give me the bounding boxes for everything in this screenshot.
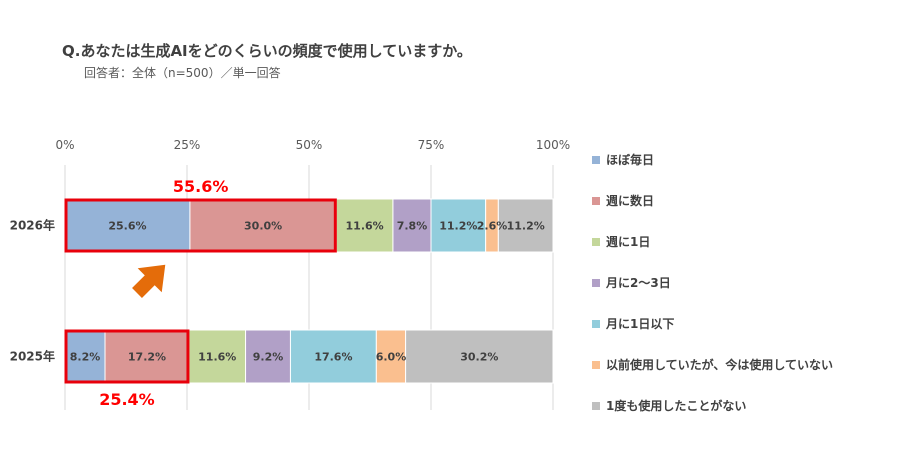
- highlight-box: [64, 198, 337, 253]
- legend-swatch: [592, 361, 600, 369]
- category-labels: 2026年 2025年: [10, 218, 55, 364]
- bar-segment: [289, 329, 377, 384]
- data-label: 30.2%: [460, 351, 498, 364]
- annotation-label: 55.6%: [173, 177, 229, 196]
- legend-swatch: [592, 402, 600, 410]
- data-label: 6.0%: [376, 351, 407, 364]
- data-label: 9.2%: [253, 351, 284, 364]
- data-label: 8.2%: [70, 351, 101, 364]
- x-tick-label: 100%: [536, 138, 570, 152]
- bar-segment: [189, 198, 337, 253]
- arrow-shape: [132, 264, 166, 298]
- legend-label: 1度も使用したことがない: [606, 398, 746, 413]
- data-label: 17.6%: [314, 351, 352, 364]
- chart-subtitle: 回答者：全体（n=500）／単一回答: [84, 66, 281, 80]
- legend-label: 週に数日: [606, 193, 654, 208]
- bar-segment: [405, 329, 554, 384]
- data-label: 2.6%: [477, 220, 508, 233]
- bar-segment: [430, 198, 487, 253]
- legend-label: 月に2～3日: [605, 276, 671, 290]
- legend-swatch: [592, 238, 600, 246]
- data-label: 17.2%: [128, 351, 166, 364]
- highlight-box: [64, 329, 190, 384]
- legend-label: 以前使用していたが、今は使用していない: [606, 357, 833, 372]
- legend: ほぼ毎日週に数日週に1日月に2～3日月に1日以下以前使用していたが、今は使用して…: [592, 152, 833, 413]
- annotations: 55.6% 25.4%: [64, 177, 337, 409]
- data-label: 11.6%: [346, 220, 384, 233]
- bar-segment: [497, 198, 554, 253]
- data-label: 11.6%: [198, 351, 236, 364]
- legend-label: 月に1日以下: [605, 317, 674, 331]
- data-label: 11.2%: [507, 220, 545, 233]
- data-label: 7.8%: [397, 220, 428, 233]
- annotation-label: 25.4%: [99, 390, 155, 409]
- legend-swatch: [592, 279, 600, 287]
- trend-arrow-icon: [132, 264, 166, 298]
- bar-segment: [375, 329, 407, 384]
- legend-label: ほぼ毎日: [606, 152, 654, 167]
- bar-segments: [64, 198, 554, 384]
- data-label: 11.2%: [439, 220, 477, 233]
- data-label: 30.0%: [244, 220, 282, 233]
- category-label: 2026年: [10, 218, 55, 233]
- data-labels: 25.6% 30.0% 11.6% 7.8% 11.2% 2.6% 11.2% 8.2% 17.…: [70, 220, 545, 364]
- legend-swatch: [592, 156, 600, 164]
- legend-swatch: [592, 197, 600, 205]
- x-tick-label: 0%: [55, 138, 74, 152]
- x-tick-labels: 0% 25% 50% 75% 100%: [55, 138, 570, 152]
- legend-label: 週に1日: [606, 234, 650, 249]
- legend-swatch: [592, 320, 600, 328]
- x-tick-label: 50%: [296, 138, 323, 152]
- category-label: 2025年: [10, 349, 55, 364]
- bar-segment: [245, 329, 291, 384]
- data-label: 25.6%: [108, 220, 146, 233]
- chart-title: Q.あなたは生成AIをどのくらいの頻度で使用していますか。: [62, 42, 472, 60]
- x-tick-label: 25%: [174, 138, 201, 152]
- x-tick-label: 75%: [418, 138, 445, 152]
